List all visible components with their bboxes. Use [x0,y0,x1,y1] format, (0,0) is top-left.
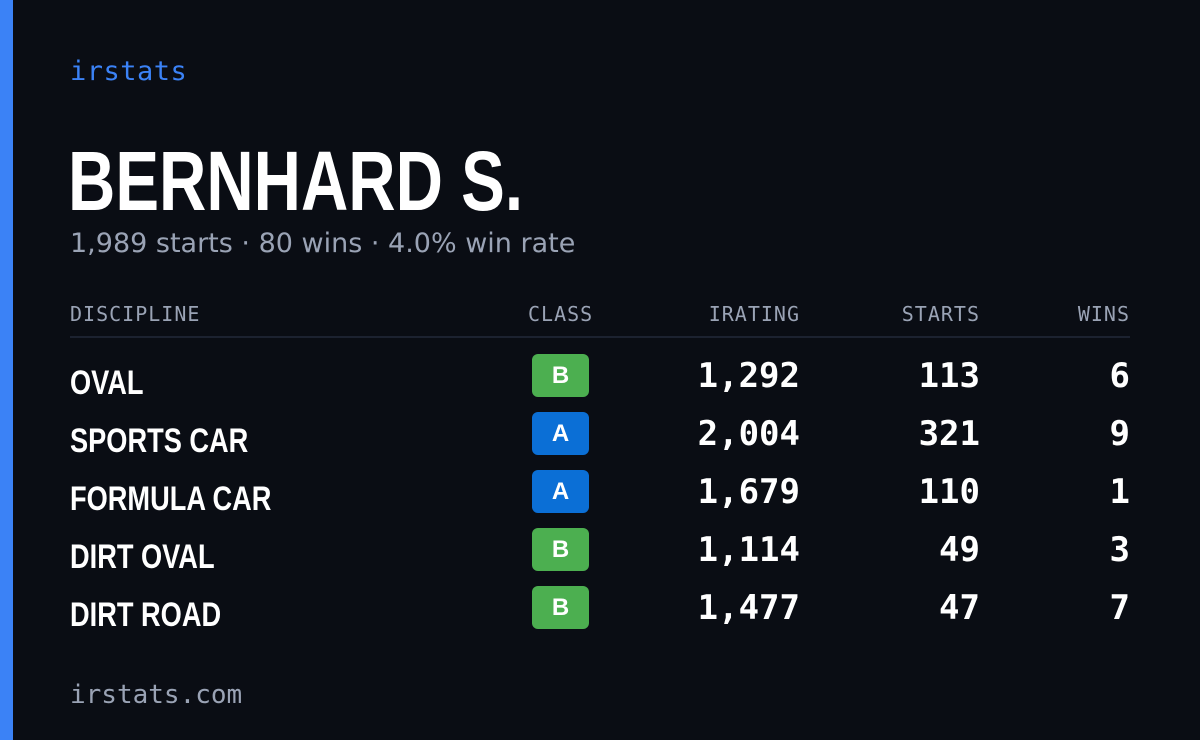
irating-value: 1,114 [697,530,800,570]
header-wins: WINS [1077,302,1130,326]
class-badge: B [532,586,589,629]
starts-value: 49 [939,530,980,570]
class-badge: A [532,470,589,513]
table-header: DISCIPLINE CLASS IRATING STARTS WINS [70,298,1130,328]
wins-value: 3 [1109,530,1130,570]
table-row: DIRT ROAD B 1,477 47 7 [70,582,1130,640]
discipline-name: FORMULA CAR [70,480,272,518]
wins-value: 1 [1109,472,1130,512]
header-discipline: DISCIPLINE [70,302,201,326]
irating-value: 1,292 [697,356,800,396]
footer-url: irstats.com [70,680,243,710]
table-row: OVAL B 1,292 113 6 [70,350,1130,408]
brand-logo-text: irstats [70,56,188,87]
irating-value: 2,004 [697,414,800,454]
class-badge: B [532,528,589,571]
class-badge: A [532,412,589,455]
table-row: DIRT OVAL B 1,114 49 3 [70,524,1130,582]
header-irating: IRATING [708,302,800,326]
driver-summary: 1,989 starts · 80 wins · 4.0% win rate [70,228,576,259]
starts-value: 110 [918,472,980,512]
discipline-name: DIRT OVAL [70,538,215,576]
starts-value: 321 [918,414,980,454]
class-badge: B [532,354,589,397]
header-class: CLASS [528,302,594,326]
discipline-name: SPORTS CAR [70,422,249,460]
stats-table-body: OVAL B 1,292 113 6 SPORTS CAR A 2,004 32… [70,350,1130,640]
driver-name: BERNHARD S. [68,134,524,228]
starts-value: 113 [918,356,980,396]
table-row: SPORTS CAR A 2,004 321 9 [70,408,1130,466]
header-starts: STARTS [901,302,980,326]
header-divider [70,336,1130,338]
discipline-name: OVAL [70,364,144,402]
wins-value: 6 [1109,356,1130,396]
irating-value: 1,477 [697,588,800,628]
accent-bar [0,0,13,740]
table-row: FORMULA CAR A 1,679 110 1 [70,466,1130,524]
wins-value: 9 [1109,414,1130,454]
starts-value: 47 [939,588,980,628]
discipline-name: DIRT ROAD [70,596,222,634]
wins-value: 7 [1109,588,1130,628]
irating-value: 1,679 [697,472,800,512]
